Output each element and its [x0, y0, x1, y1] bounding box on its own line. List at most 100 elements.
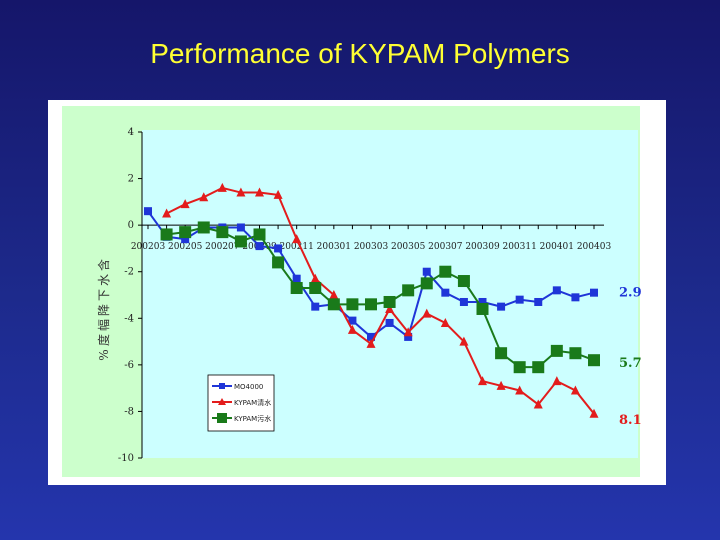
legend-swatch-marker: [218, 398, 226, 405]
series-point-square: [292, 274, 301, 283]
series-point-square: [439, 265, 452, 278]
legend-swatch-marker: [219, 383, 225, 389]
y-tick-label: -8: [124, 406, 134, 417]
series-point-triangle: [310, 273, 320, 283]
series-point-square: [590, 288, 598, 297]
series-point-square: [495, 347, 508, 360]
series-point-triangle: [385, 303, 395, 313]
end-label-2: 5.7: [619, 356, 642, 371]
series-point-square: [476, 302, 489, 315]
x-tick-label: 200311: [502, 242, 536, 252]
series-point-square: [402, 284, 415, 297]
end-label-1: 8.1: [619, 413, 642, 428]
legend-label: MO4000: [234, 383, 263, 391]
series-point-triangle: [217, 182, 227, 192]
series-point-triangle: [292, 234, 302, 244]
series-point-square: [216, 226, 229, 239]
series-point-square: [197, 221, 210, 234]
series-point-square: [234, 235, 247, 248]
series-point-triangle: [199, 192, 209, 202]
series-point-triangle: [533, 399, 543, 409]
series-point-square: [569, 347, 582, 360]
series-point-square: [459, 297, 468, 306]
series-point-triangle: [589, 408, 599, 418]
series-point-triangle: [403, 327, 413, 337]
series-point-square: [571, 293, 580, 302]
y-tick-label: 2: [128, 174, 134, 185]
y-axis-title-char: 含: [96, 259, 111, 271]
series-point-square: [552, 286, 561, 295]
line-chart: 420-2-4-6-8-1020020320020520020720020920…: [62, 106, 642, 477]
series-point-square: [144, 207, 152, 216]
y-axis-title-char: %: [97, 349, 111, 360]
series-point-triangle: [440, 317, 450, 327]
series-point-square: [513, 361, 526, 374]
series-point-triangle: [255, 187, 264, 197]
series-point-square: [348, 316, 357, 325]
legend-label: KYPAM污水: [234, 414, 271, 423]
y-tick-label: -10: [118, 453, 134, 464]
series-point-square: [274, 244, 283, 253]
x-tick-label: 200305: [391, 242, 426, 252]
series-point-square: [327, 298, 340, 311]
series-layer: [144, 182, 600, 418]
series-point-square: [160, 228, 173, 241]
x-tick-label: 200401: [540, 242, 574, 252]
x-tick-label: 200307: [428, 242, 463, 252]
y-axis-title-char: 降: [97, 304, 111, 316]
y-axis-title-char: 幅: [96, 319, 111, 331]
series-point-triangle: [273, 189, 283, 199]
series-point-triangle: [366, 338, 376, 348]
y-tick-label: -2: [124, 267, 134, 278]
series-point-square: [404, 332, 413, 341]
y-axis-title-char: 水: [97, 274, 111, 286]
x-tick-label: 200301: [317, 242, 351, 252]
series-point-triangle: [422, 308, 432, 318]
series-point-square: [422, 267, 431, 276]
series-point-triangle: [478, 376, 487, 386]
y-tick-label: -6: [124, 360, 134, 371]
series-point-square: [588, 354, 600, 367]
x-tick-label: 200203: [131, 242, 166, 252]
x-tick-label: 200205: [168, 242, 203, 252]
series-point-square: [179, 226, 192, 239]
y-tick-label: 0: [128, 220, 134, 231]
series-point-square: [515, 295, 524, 304]
series-point-triangle: [570, 385, 580, 395]
series-point-square: [365, 298, 377, 311]
series-point-square: [367, 332, 375, 341]
series-point-square: [309, 282, 322, 295]
series-point-square: [457, 275, 470, 288]
series-point-triangle: [329, 290, 339, 299]
y-axis-title-char: 度: [96, 334, 111, 346]
series-point-square: [272, 256, 285, 269]
series-point-square: [253, 228, 266, 241]
x-tick-label: 200211: [279, 242, 313, 252]
series-point-square: [420, 277, 433, 290]
series-point-triangle: [347, 324, 357, 334]
x-tick-label: 200309: [465, 242, 500, 252]
legend-swatch-marker: [217, 413, 227, 423]
series-point-square: [255, 242, 264, 251]
page-title: Performance of KYPAM Polymers: [150, 38, 570, 69]
end-labels: 2.9 8.1 5.7: [619, 286, 642, 428]
series-point-square: [385, 318, 394, 327]
series-point-square: [290, 282, 303, 295]
x-tick-label: 200207: [205, 242, 240, 252]
series-point-square: [534, 297, 543, 306]
y-tick-label: 4: [128, 127, 134, 138]
series-point-square: [441, 288, 450, 297]
series-point-triangle: [180, 199, 190, 209]
series-point-triangle: [496, 380, 506, 390]
legend-label: KYPAM清水: [234, 398, 271, 407]
series-point-square: [181, 235, 190, 244]
series-point-triangle: [236, 187, 246, 197]
series-point-square: [383, 295, 396, 308]
series-point-triangle: [552, 376, 562, 386]
y-axis-title-char: 下: [97, 289, 111, 301]
series-point-square: [236, 223, 245, 232]
end-label-0: 2.9: [619, 286, 642, 301]
series-point-square: [550, 344, 563, 357]
x-tick-label: 200403: [577, 242, 612, 252]
y-tick-label: -4: [124, 313, 134, 324]
